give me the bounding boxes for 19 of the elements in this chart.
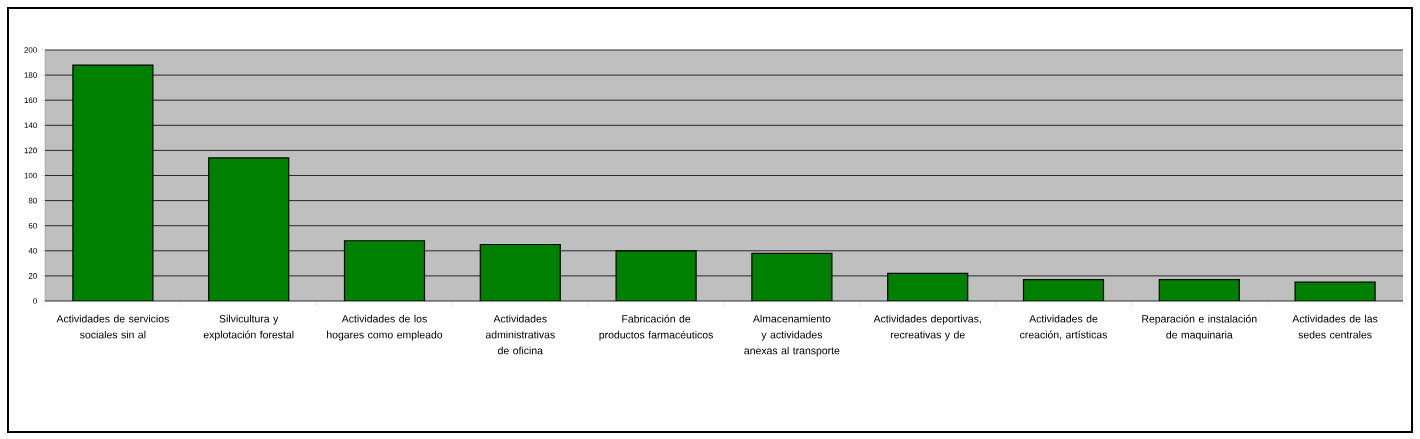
bar [479, 243, 561, 301]
x-tick-label: Actividades de las sedes centrales [1292, 314, 1378, 339]
x-tick-label: Reparación e instalación de maquinaria [1142, 314, 1257, 341]
bar [887, 272, 969, 301]
x-tick-label: Almacenamiento y actividades anexas al transporte [744, 314, 840, 357]
bar [72, 64, 154, 301]
bar [1158, 279, 1240, 301]
x-tick-label: Actividades deportivas, recreativas y de [873, 314, 981, 341]
bar [343, 240, 426, 301]
x-tick-label: Silvicultura y explotación forestal [203, 314, 294, 341]
bar [208, 157, 290, 301]
bar [615, 250, 697, 301]
x-tick-label: Actividades de servicios sociales sin al [56, 314, 169, 339]
x-tick-label: Actividades de los hogares como empleado [327, 314, 443, 341]
x-tick-label: Actividades administrativas de oficina [485, 314, 555, 355]
x-tick-label: Fabricación de productos farmacéuticos [599, 314, 713, 341]
bar [1022, 279, 1105, 301]
bar [751, 252, 833, 301]
x-tick-label: Actividades de creación, artísticas [1020, 314, 1107, 340]
